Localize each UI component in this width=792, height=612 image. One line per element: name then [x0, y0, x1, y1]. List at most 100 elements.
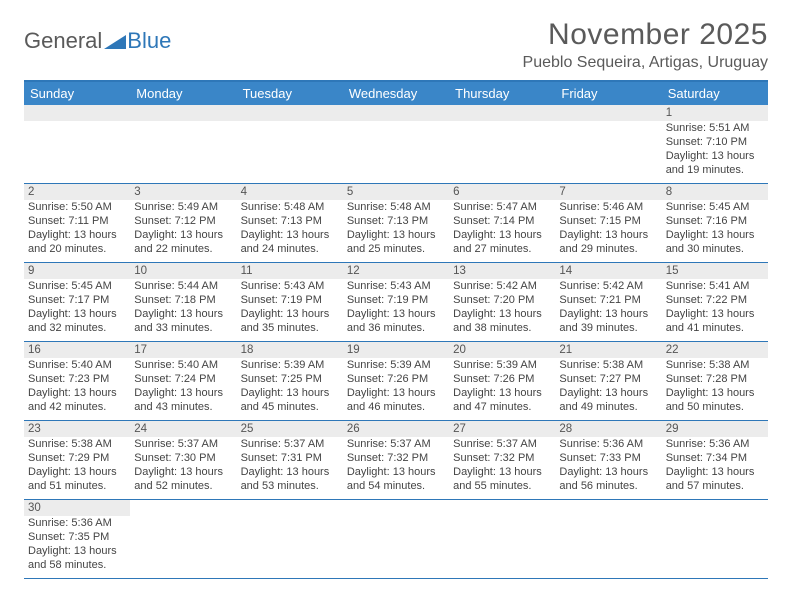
sunset-line: Sunset: 7:34 PM: [666, 452, 764, 466]
sunrise-line: Sunrise: 5:36 AM: [666, 438, 764, 452]
daylight-line: Daylight: 13 hours and 35 minutes.: [241, 308, 339, 336]
day-cell: 14Sunrise: 5:42 AMSunset: 7:21 PMDayligh…: [555, 263, 661, 341]
week-row: 30Sunrise: 5:36 AMSunset: 7:35 PMDayligh…: [24, 500, 768, 579]
day-body: Sunrise: 5:39 AMSunset: 7:26 PMDaylight:…: [449, 358, 555, 417]
day-body: Sunrise: 5:45 AMSunset: 7:17 PMDaylight:…: [24, 279, 130, 338]
empty-cell: [24, 105, 130, 183]
day-number: 6: [449, 184, 555, 200]
week-row: 16Sunrise: 5:40 AMSunset: 7:23 PMDayligh…: [24, 342, 768, 421]
day-number: 17: [130, 342, 236, 358]
day-cell: 16Sunrise: 5:40 AMSunset: 7:23 PMDayligh…: [24, 342, 130, 420]
logo-text-b: Blue: [127, 28, 171, 54]
day-number: 10: [130, 263, 236, 279]
empty-cell: [130, 500, 236, 578]
sunset-line: Sunset: 7:13 PM: [347, 215, 445, 229]
day-number: 19: [343, 342, 449, 358]
empty-cell: [343, 500, 449, 578]
day-cell: 11Sunrise: 5:43 AMSunset: 7:19 PMDayligh…: [237, 263, 343, 341]
day-cell: 18Sunrise: 5:39 AMSunset: 7:25 PMDayligh…: [237, 342, 343, 420]
sunrise-line: Sunrise: 5:36 AM: [28, 517, 126, 531]
sunrise-line: Sunrise: 5:39 AM: [241, 359, 339, 373]
day-body: Sunrise: 5:43 AMSunset: 7:19 PMDaylight:…: [343, 279, 449, 338]
sunrise-line: Sunrise: 5:43 AM: [241, 280, 339, 294]
month-title: November 2025: [523, 18, 768, 52]
sunset-line: Sunset: 7:32 PM: [453, 452, 551, 466]
day-body: Sunrise: 5:45 AMSunset: 7:16 PMDaylight:…: [662, 200, 768, 259]
empty-cell: [555, 105, 661, 183]
daylight-line: Daylight: 13 hours and 52 minutes.: [134, 466, 232, 494]
empty-cell: [449, 500, 555, 578]
empty-cell: [130, 105, 236, 183]
day-number: 18: [237, 342, 343, 358]
day-number: 11: [237, 263, 343, 279]
sunrise-line: Sunrise: 5:51 AM: [666, 122, 764, 136]
sunrise-line: Sunrise: 5:40 AM: [28, 359, 126, 373]
daylight-line: Daylight: 13 hours and 38 minutes.: [453, 308, 551, 336]
sunrise-line: Sunrise: 5:43 AM: [347, 280, 445, 294]
day-body: Sunrise: 5:43 AMSunset: 7:19 PMDaylight:…: [237, 279, 343, 338]
day-number: 30: [24, 500, 130, 516]
sunrise-line: Sunrise: 5:48 AM: [347, 201, 445, 215]
day-cell: 5Sunrise: 5:48 AMSunset: 7:13 PMDaylight…: [343, 184, 449, 262]
sunset-line: Sunset: 7:13 PM: [241, 215, 339, 229]
sunset-line: Sunset: 7:14 PM: [453, 215, 551, 229]
empty-day-bar: [237, 105, 343, 121]
sunrise-line: Sunrise: 5:48 AM: [241, 201, 339, 215]
day-number: 13: [449, 263, 555, 279]
sunset-line: Sunset: 7:29 PM: [28, 452, 126, 466]
week-row: 23Sunrise: 5:38 AMSunset: 7:29 PMDayligh…: [24, 421, 768, 500]
daylight-line: Daylight: 13 hours and 36 minutes.: [347, 308, 445, 336]
day-body: Sunrise: 5:38 AMSunset: 7:29 PMDaylight:…: [24, 437, 130, 496]
day-number: 4: [237, 184, 343, 200]
sunrise-line: Sunrise: 5:47 AM: [453, 201, 551, 215]
day-cell: 23Sunrise: 5:38 AMSunset: 7:29 PMDayligh…: [24, 421, 130, 499]
sunrise-line: Sunrise: 5:38 AM: [666, 359, 764, 373]
daylight-line: Daylight: 13 hours and 51 minutes.: [28, 466, 126, 494]
sunrise-line: Sunrise: 5:37 AM: [134, 438, 232, 452]
header: General Blue November 2025 Pueblo Sequei…: [24, 18, 768, 72]
sunrise-line: Sunrise: 5:37 AM: [347, 438, 445, 452]
daylight-line: Daylight: 13 hours and 49 minutes.: [559, 387, 657, 415]
day-body: Sunrise: 5:39 AMSunset: 7:25 PMDaylight:…: [237, 358, 343, 417]
sunset-line: Sunset: 7:17 PM: [28, 294, 126, 308]
sunrise-line: Sunrise: 5:38 AM: [28, 438, 126, 452]
day-body: Sunrise: 5:38 AMSunset: 7:28 PMDaylight:…: [662, 358, 768, 417]
daylight-line: Daylight: 13 hours and 45 minutes.: [241, 387, 339, 415]
day-cell: 1Sunrise: 5:51 AMSunset: 7:10 PMDaylight…: [662, 105, 768, 183]
sunset-line: Sunset: 7:15 PM: [559, 215, 657, 229]
day-cell: 8Sunrise: 5:45 AMSunset: 7:16 PMDaylight…: [662, 184, 768, 262]
day-cell: 27Sunrise: 5:37 AMSunset: 7:32 PMDayligh…: [449, 421, 555, 499]
day-body: Sunrise: 5:40 AMSunset: 7:23 PMDaylight:…: [24, 358, 130, 417]
daylight-line: Daylight: 13 hours and 39 minutes.: [559, 308, 657, 336]
day-number: 3: [130, 184, 236, 200]
day-of-week-cell: Tuesday: [237, 82, 343, 105]
empty-cell: [343, 105, 449, 183]
day-body: Sunrise: 5:46 AMSunset: 7:15 PMDaylight:…: [555, 200, 661, 259]
daylight-line: Daylight: 13 hours and 53 minutes.: [241, 466, 339, 494]
daylight-line: Daylight: 13 hours and 50 minutes.: [666, 387, 764, 415]
sunset-line: Sunset: 7:18 PM: [134, 294, 232, 308]
daylight-line: Daylight: 13 hours and 20 minutes.: [28, 229, 126, 257]
sunrise-line: Sunrise: 5:42 AM: [559, 280, 657, 294]
sunrise-line: Sunrise: 5:49 AM: [134, 201, 232, 215]
day-cell: 9Sunrise: 5:45 AMSunset: 7:17 PMDaylight…: [24, 263, 130, 341]
empty-cell: [449, 105, 555, 183]
daylight-line: Daylight: 13 hours and 58 minutes.: [28, 545, 126, 573]
day-body: Sunrise: 5:47 AMSunset: 7:14 PMDaylight:…: [449, 200, 555, 259]
day-body: Sunrise: 5:39 AMSunset: 7:26 PMDaylight:…: [343, 358, 449, 417]
day-cell: 22Sunrise: 5:38 AMSunset: 7:28 PMDayligh…: [662, 342, 768, 420]
sunset-line: Sunset: 7:31 PM: [241, 452, 339, 466]
day-body: Sunrise: 5:42 AMSunset: 7:21 PMDaylight:…: [555, 279, 661, 338]
daylight-line: Daylight: 13 hours and 24 minutes.: [241, 229, 339, 257]
day-cell: 28Sunrise: 5:36 AMSunset: 7:33 PMDayligh…: [555, 421, 661, 499]
day-cell: 3Sunrise: 5:49 AMSunset: 7:12 PMDaylight…: [130, 184, 236, 262]
sunrise-line: Sunrise: 5:38 AM: [559, 359, 657, 373]
empty-cell: [555, 500, 661, 578]
day-cell: 12Sunrise: 5:43 AMSunset: 7:19 PMDayligh…: [343, 263, 449, 341]
empty-cell: [237, 105, 343, 183]
day-body: Sunrise: 5:37 AMSunset: 7:32 PMDaylight:…: [343, 437, 449, 496]
sunrise-line: Sunrise: 5:39 AM: [347, 359, 445, 373]
day-body: Sunrise: 5:36 AMSunset: 7:34 PMDaylight:…: [662, 437, 768, 496]
day-body: Sunrise: 5:40 AMSunset: 7:24 PMDaylight:…: [130, 358, 236, 417]
day-number: 26: [343, 421, 449, 437]
